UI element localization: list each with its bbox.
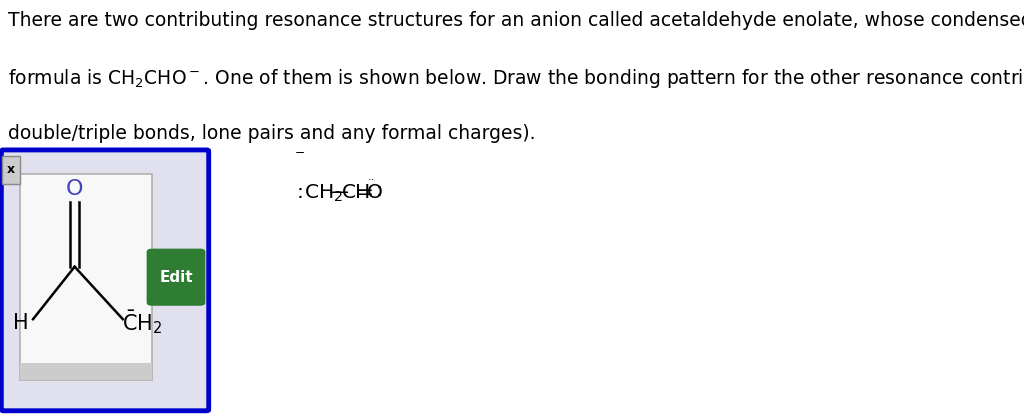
FancyBboxPatch shape: [19, 174, 152, 380]
Text: double/triple bonds, lone pairs and any formal charges).: double/triple bonds, lone pairs and any …: [8, 124, 536, 143]
Text: H: H: [13, 313, 29, 333]
FancyBboxPatch shape: [1, 150, 209, 411]
Text: —: —: [329, 183, 349, 202]
FancyBboxPatch shape: [146, 249, 206, 306]
Text: CH$_2$: CH$_2$: [304, 183, 343, 204]
Text: :: :: [297, 183, 303, 202]
Text: x: x: [6, 163, 14, 176]
Text: O: O: [368, 183, 383, 202]
Text: ··: ··: [368, 175, 375, 185]
Text: O: O: [66, 179, 83, 199]
FancyBboxPatch shape: [19, 363, 152, 380]
Text: CH: CH: [341, 183, 371, 202]
Text: formula is CH$_2$CHO$^-$. One of them is shown below. Draw the bonding pattern f: formula is CH$_2$CHO$^-$. One of them is…: [8, 67, 1024, 90]
Text: $\bar{\rm C}$H$_2$: $\bar{\rm C}$H$_2$: [123, 309, 163, 336]
Text: =: =: [356, 183, 374, 202]
Text: Edit: Edit: [159, 270, 193, 285]
FancyBboxPatch shape: [2, 156, 20, 184]
Text: $^-$: $^-$: [292, 148, 305, 166]
Text: There are two contributing resonance structures for an anion called acetaldehyde: There are two contributing resonance str…: [8, 10, 1024, 29]
Text: :: :: [376, 181, 383, 200]
